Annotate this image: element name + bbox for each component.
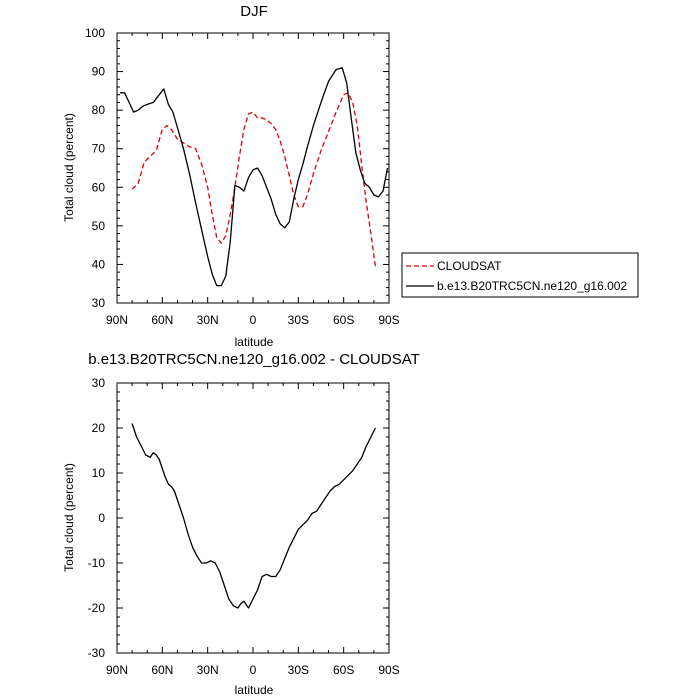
panel2-series xyxy=(131,423,376,609)
x-tick-label: 60S xyxy=(333,313,354,327)
panel1-ylabel: Total cloud (percent) xyxy=(62,113,76,222)
y-tick-label: 0 xyxy=(98,511,105,525)
y-tick-label: 20 xyxy=(92,421,106,435)
y-tick-label: 70 xyxy=(92,142,106,156)
y-tick-label: -30 xyxy=(88,646,106,660)
y-tick-label: 50 xyxy=(92,219,106,233)
panel2-xlabel: latitude xyxy=(235,683,274,697)
series-line-0 xyxy=(131,92,377,267)
panel1-xlabel: latitude xyxy=(235,335,274,349)
panel2-title: b.e13.B20TRC5CN.ne120_g16.002 - CLOUDSAT xyxy=(88,351,420,368)
y-tick-label: 80 xyxy=(92,103,106,117)
x-tick-label: 90N xyxy=(106,313,128,327)
x-tick-label: 90S xyxy=(378,313,399,327)
x-tick-label: 0 xyxy=(250,313,257,327)
y-tick-label: -20 xyxy=(88,601,106,615)
x-tick-label: 60N xyxy=(151,313,173,327)
y-tick-label: 60 xyxy=(92,180,106,194)
x-tick-label: 90N xyxy=(106,663,128,677)
y-tick-label: 30 xyxy=(92,296,106,310)
panel1-plot-frame xyxy=(116,32,390,304)
panel1-ticks xyxy=(116,32,390,304)
series-line-0 xyxy=(131,423,376,609)
legend: CLOUDSAT b.e13.B20TRC5CN.ne120_g16.002 xyxy=(401,252,639,298)
x-tick-label: 60N xyxy=(151,663,173,677)
y-tick-label: 100 xyxy=(85,26,105,40)
series-line-1 xyxy=(120,67,389,287)
panel1-title: DJF xyxy=(240,3,268,20)
djf-cloud-panel: DJF Total cloud (percent) latitude 90N 60… xyxy=(62,3,400,349)
x-tick-label: 30N xyxy=(197,663,219,677)
panel1-tick-labels: 90N 60N 30N 0 30S 60S 90S 30 40 50 60 70 80 90 100 xyxy=(85,26,400,327)
y-tick-label: -10 xyxy=(88,556,106,570)
legend-label-model: b.e13.B20TRC5CN.ne120_g16.002 xyxy=(437,279,627,293)
x-tick-label: 30S xyxy=(288,663,309,677)
panel2-ylabel: Total cloud (percent) xyxy=(62,463,76,572)
x-tick-label: 60S xyxy=(333,663,354,677)
y-tick-label: 30 xyxy=(92,376,106,390)
y-tick-label: 10 xyxy=(92,466,106,480)
y-tick-label: 90 xyxy=(92,65,106,79)
x-tick-label: 0 xyxy=(250,663,257,677)
legend-box xyxy=(401,252,639,298)
x-tick-label: 90S xyxy=(378,663,399,677)
panel2-tick-labels: 90N 60N 30N 0 30S 60S 90S -30 -20 -10 0 10 20 30 xyxy=(88,376,400,677)
difference-panel: b.e13.B20TRC5CN.ne120_g16.002 - CLOUDSAT… xyxy=(62,351,420,697)
x-tick-label: 30N xyxy=(197,313,219,327)
x-tick-label: 30S xyxy=(288,313,309,327)
panel1-series xyxy=(120,67,389,287)
panel2-ticks xyxy=(116,382,390,654)
legend-label-cloudsat: CLOUDSAT xyxy=(437,259,502,273)
panel2-plot-frame xyxy=(116,382,390,654)
y-tick-label: 40 xyxy=(92,257,106,271)
